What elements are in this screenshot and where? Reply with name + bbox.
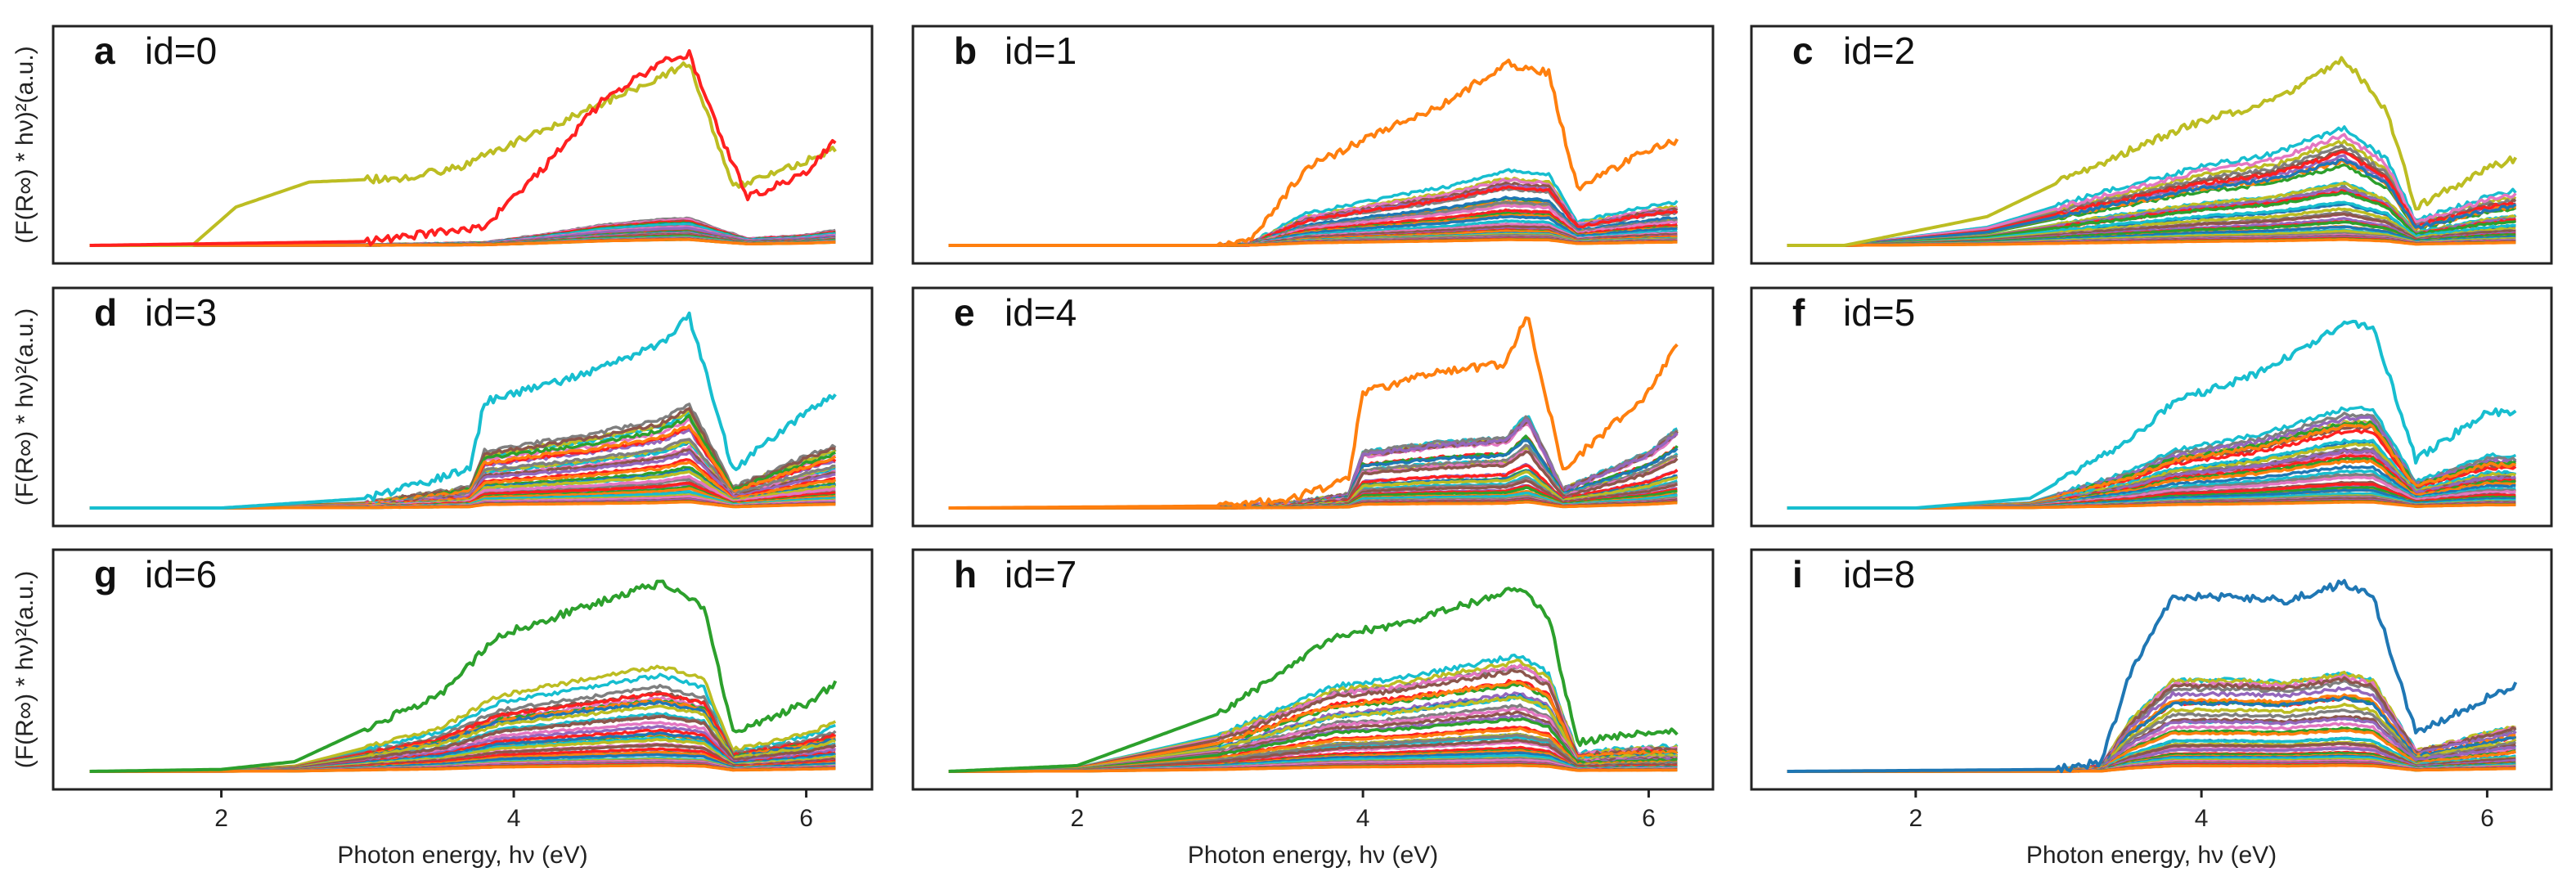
series-group: [948, 587, 1679, 773]
panel-title: id=6: [145, 553, 217, 596]
panel-b: b id=1: [911, 25, 1715, 265]
panel-title: id=8: [1843, 553, 1915, 596]
series-line: [948, 764, 1678, 773]
panel-title: id=5: [1843, 291, 1915, 334]
series-group: [89, 49, 837, 247]
axes-frame: [52, 286, 874, 528]
series-group: [89, 311, 837, 510]
axes-frame: [52, 25, 874, 265]
series-line: [1787, 238, 2516, 247]
top-series-line: [948, 316, 1679, 510]
panel-f: f id=5: [1750, 286, 2553, 528]
x-tick-label: 4: [2195, 805, 2209, 832]
axes-frame: [1750, 548, 2553, 791]
x-tick-label: 4: [507, 805, 521, 832]
panel-title: id=0: [145, 29, 217, 72]
y-axis-label: (F(R∞) * hν)²(a.u.): [11, 571, 38, 768]
series-group: [1787, 319, 2517, 510]
panel-i: i id=8 2 4 6 Photon energy, hν (eV): [1750, 548, 2553, 869]
axes-frame: [1750, 25, 2553, 265]
y-axis-label: (F(R∞) * hν)²(a.u.): [11, 46, 38, 243]
panel-title: id=2: [1843, 29, 1915, 72]
panel-title: id=3: [145, 291, 217, 334]
x-tick-label: 4: [1356, 805, 1370, 832]
x-tick-label: 6: [799, 805, 813, 832]
x-tick-label: 6: [1642, 805, 1656, 832]
series-group: [948, 58, 1679, 247]
top-series-line: [948, 58, 1679, 247]
axes-frame: [911, 548, 1715, 791]
y-axis-label: (F(R∞) * hν)²(a.u.): [11, 308, 38, 506]
panel-letter: d: [94, 291, 117, 334]
top-series-line: [89, 49, 837, 247]
axes-frame: [52, 548, 874, 791]
panel-title: id=4: [1005, 291, 1077, 334]
x-tick-label: 2: [214, 805, 228, 832]
panel-title: id=1: [1005, 29, 1077, 72]
top-series-line: [1787, 56, 2518, 247]
top-series-line: [1787, 319, 2517, 510]
series-line: [89, 763, 836, 773]
panel-h: h id=7 2 4 6 Photon energy, hν (eV): [911, 548, 1715, 869]
panel-letter: g: [94, 553, 117, 596]
panel-letter: b: [954, 29, 977, 72]
series-group: [1787, 578, 2518, 773]
x-axis-label: Photon energy, hν (eV): [2026, 842, 2277, 869]
highlight-series-line: [89, 61, 837, 247]
top-series-line: [89, 311, 837, 510]
panel-letter: f: [1792, 291, 1805, 334]
series-group: [948, 316, 1679, 510]
top-series-line: [89, 579, 838, 773]
panel-letter: h: [954, 553, 977, 596]
panel-d: d id=3 (F(R∞) * hν)²(a.u.): [11, 286, 874, 528]
panel-title: id=7: [1005, 553, 1077, 596]
panel-c: c id=2: [1750, 25, 2553, 265]
x-tick-label: 2: [1908, 805, 1922, 832]
top-series-line: [1787, 578, 2518, 773]
series-line: [1787, 158, 2517, 247]
panel-letter: a: [94, 29, 115, 72]
axes-frame: [911, 286, 1715, 528]
axes-frame: [1750, 286, 2553, 528]
x-axis-label: Photon energy, hν (eV): [1188, 842, 1438, 869]
panel-letter: e: [954, 291, 975, 334]
panel-e: e id=4: [911, 286, 1715, 528]
panel-letter: i: [1792, 553, 1803, 596]
x-tick-label: 6: [2480, 805, 2494, 832]
panel-a: a id=0 (F(R∞) * hν)²(a.u.): [11, 25, 874, 265]
series-group: [89, 579, 838, 773]
panel-letter: c: [1792, 29, 1814, 72]
x-tick-label: 2: [1070, 805, 1084, 832]
top-series-line: [948, 587, 1679, 773]
axes-frame: [911, 25, 1715, 265]
x-axis-label: Photon energy, hν (eV): [337, 842, 587, 869]
series-group: [1787, 56, 2518, 247]
panel-g: g id=6 (F(R∞) * hν)²(a.u.) 2 4 6 Photon energy…: [11, 548, 874, 869]
